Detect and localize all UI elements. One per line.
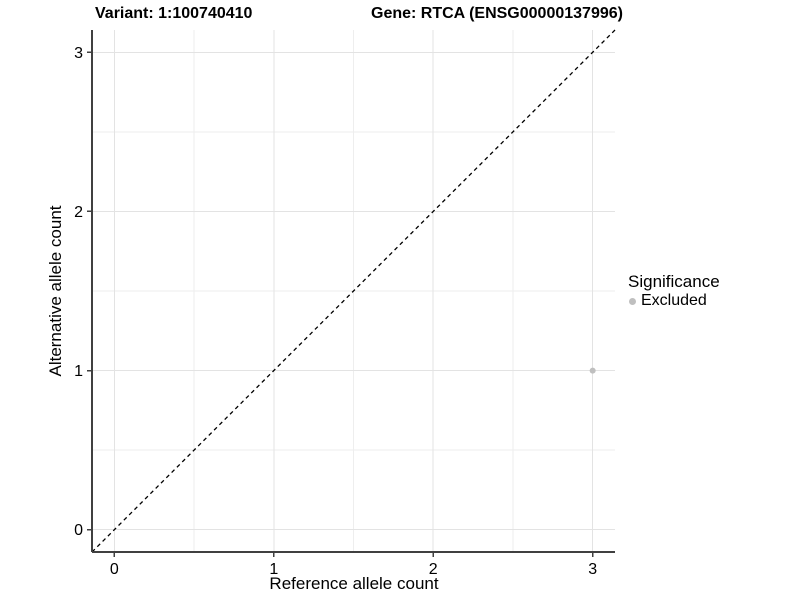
y-tick-label: 1 [74,363,83,380]
x-tick-label: 1 [269,561,278,578]
legend-item: Excluded [628,292,720,310]
x-tick-label: 0 [110,561,119,578]
plot-title-gene: Gene: RTCA (ENSG00000137996) [371,5,623,22]
legend-item-label: Excluded [641,292,707,309]
legend-title: Significance [628,272,720,291]
x-axis-title: Reference allele count [269,574,439,593]
legend-items: Excluded [628,292,720,310]
legend: Significance Excluded [628,272,720,310]
plot-title-variant: Variant: 1:100740410 [95,5,253,22]
x-tick-label: 2 [429,561,438,578]
x-tick-label: 3 [588,561,597,578]
identity-dashed-line [91,29,616,553]
legend-point-icon [629,297,636,305]
data-point [589,367,596,374]
y-tick-label: 0 [74,522,83,539]
y-tick-label: 3 [74,45,83,62]
y-axis-title: Alternative allele count [46,205,65,377]
y-tick-label: 2 [74,204,83,221]
